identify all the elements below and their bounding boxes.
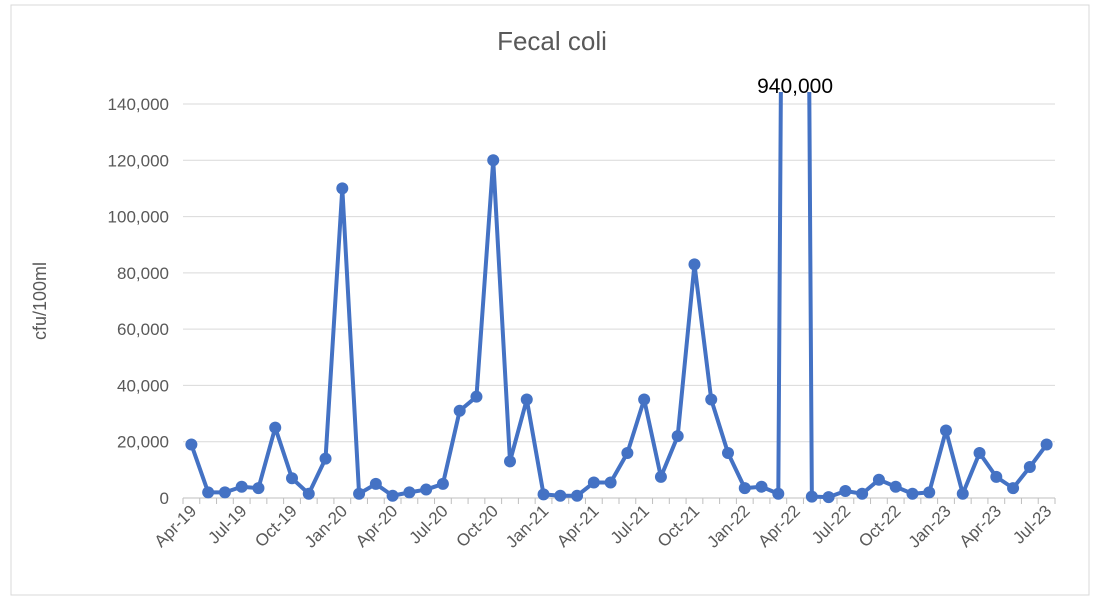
point xyxy=(822,491,835,504)
y-tick-label: 140,000 xyxy=(108,95,169,114)
point xyxy=(671,430,684,443)
chart-border xyxy=(10,4,1090,596)
point xyxy=(504,455,516,468)
point xyxy=(621,446,634,459)
point xyxy=(269,421,282,434)
point xyxy=(906,487,919,500)
point xyxy=(805,490,818,503)
point xyxy=(369,477,382,490)
point xyxy=(554,489,567,502)
point xyxy=(436,477,449,490)
point xyxy=(889,480,902,493)
y-tick-label: 60,000 xyxy=(117,320,169,339)
point xyxy=(587,476,600,489)
point xyxy=(1007,482,1020,495)
point xyxy=(772,487,785,500)
point xyxy=(302,487,315,500)
y-axis-label: cfu/100ml xyxy=(30,262,50,340)
point xyxy=(940,424,952,437)
point xyxy=(956,487,969,500)
point xyxy=(755,480,768,493)
y-tick-label: 0 xyxy=(160,489,169,508)
point xyxy=(218,486,231,499)
line xyxy=(189,92,1049,500)
data-label: 940,000 xyxy=(757,75,833,98)
point xyxy=(252,482,265,495)
point xyxy=(990,470,1003,483)
point xyxy=(336,182,349,195)
point xyxy=(738,482,751,495)
point xyxy=(654,470,667,483)
point xyxy=(420,483,433,496)
point xyxy=(235,480,248,493)
point xyxy=(403,486,416,499)
point xyxy=(872,473,885,486)
point xyxy=(470,390,483,403)
point xyxy=(319,452,332,465)
point xyxy=(487,154,500,167)
y-tick-label: 40,000 xyxy=(117,376,169,395)
point xyxy=(856,487,869,500)
point xyxy=(202,486,215,499)
y-tick-label: 20,000 xyxy=(117,433,169,452)
point xyxy=(386,489,399,502)
point xyxy=(604,476,617,489)
point xyxy=(286,472,298,485)
chart-title: Fecal coli xyxy=(497,26,607,56)
point xyxy=(688,258,701,271)
point xyxy=(973,446,986,459)
point xyxy=(839,484,852,497)
point xyxy=(638,393,651,406)
y-tick-label: 120,000 xyxy=(108,151,169,170)
point xyxy=(1040,438,1053,451)
plot-area xyxy=(185,92,1053,504)
point xyxy=(1023,461,1036,474)
point xyxy=(571,489,584,502)
point xyxy=(453,404,466,417)
y-tick-label: 80,000 xyxy=(117,264,169,283)
point xyxy=(722,446,734,459)
point xyxy=(705,393,718,406)
point xyxy=(923,486,936,499)
y-tick-label: 100,000 xyxy=(108,208,169,227)
point xyxy=(520,393,533,406)
point xyxy=(537,488,550,501)
point xyxy=(353,487,366,500)
point xyxy=(185,438,198,451)
